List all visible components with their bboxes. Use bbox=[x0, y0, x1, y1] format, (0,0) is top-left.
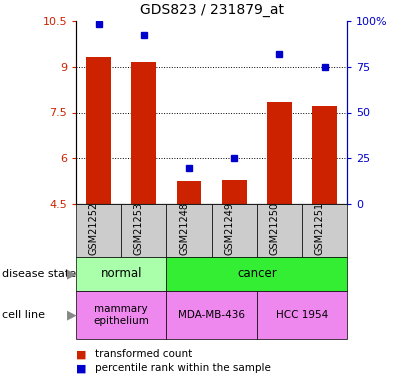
Text: GSM21250: GSM21250 bbox=[270, 202, 279, 255]
Text: normal: normal bbox=[101, 267, 142, 280]
Bar bbox=[177, 182, 201, 204]
Text: GSM21249: GSM21249 bbox=[224, 202, 234, 255]
Text: mammary
epithelium: mammary epithelium bbox=[93, 304, 149, 326]
Text: HCC 1954: HCC 1954 bbox=[276, 310, 328, 320]
Text: transformed count: transformed count bbox=[95, 350, 192, 359]
Bar bbox=[312, 106, 337, 204]
Text: MDA-MB-436: MDA-MB-436 bbox=[178, 310, 245, 320]
Text: ▶: ▶ bbox=[67, 309, 77, 321]
Bar bbox=[222, 180, 247, 204]
Text: ▶: ▶ bbox=[67, 267, 77, 280]
Bar bbox=[267, 102, 292, 204]
Text: cancer: cancer bbox=[237, 267, 277, 280]
Text: GSM21252: GSM21252 bbox=[89, 202, 99, 255]
Bar bbox=[132, 62, 156, 204]
Text: percentile rank within the sample: percentile rank within the sample bbox=[95, 363, 270, 373]
Text: ■: ■ bbox=[76, 363, 87, 373]
Text: cell line: cell line bbox=[2, 310, 45, 320]
Text: ■: ■ bbox=[76, 350, 87, 359]
Bar bbox=[86, 57, 111, 204]
Text: disease state: disease state bbox=[2, 269, 76, 279]
Text: GSM21251: GSM21251 bbox=[315, 202, 325, 255]
Text: GSM21248: GSM21248 bbox=[179, 202, 189, 255]
Text: GSM21253: GSM21253 bbox=[134, 202, 144, 255]
Title: GDS823 / 231879_at: GDS823 / 231879_at bbox=[140, 3, 284, 17]
